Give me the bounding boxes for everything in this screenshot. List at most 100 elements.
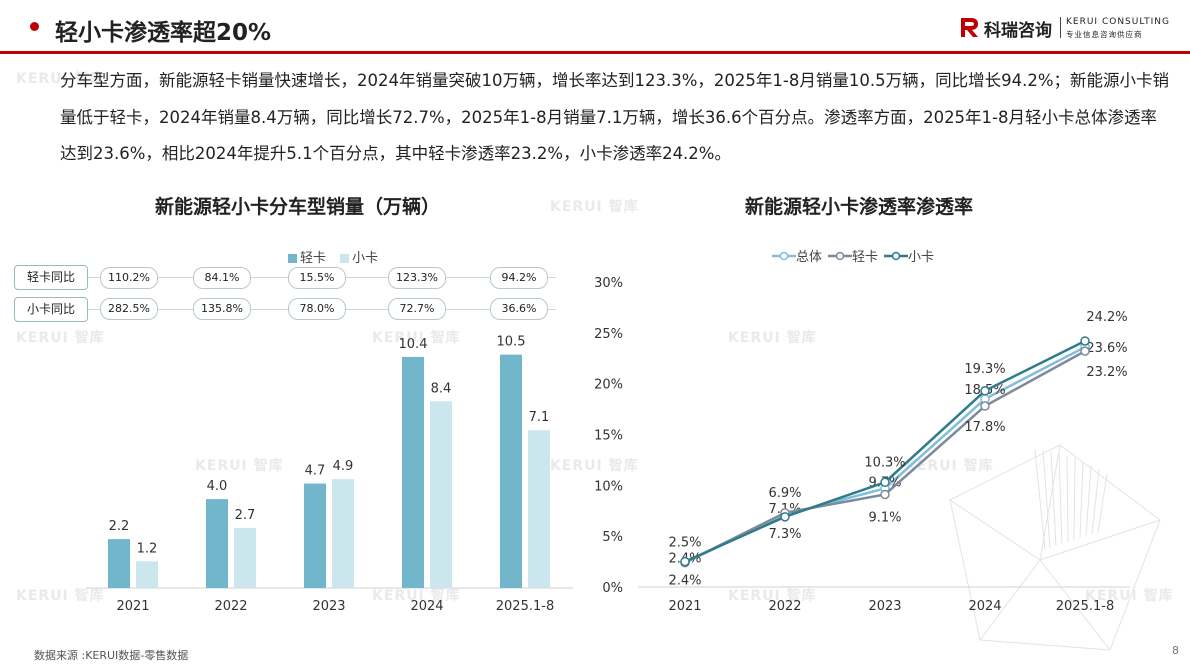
line-value-label: 19.3% [964, 362, 1005, 377]
y-tick-label: 30% [594, 276, 623, 291]
legend-label: 轻卡 [852, 250, 879, 265]
decorative-graphic [949, 444, 1161, 651]
growth-row-label-light: 轻卡同比 [14, 265, 88, 290]
bar-value-label: 2.7 [235, 508, 256, 523]
bar-light-truck [402, 356, 424, 588]
growth-value: 135.8% [193, 298, 251, 320]
x-tick-label: 2025.1-8 [1056, 599, 1114, 614]
line-value-label: 10.3% [864, 455, 905, 470]
bar-mini-truck [234, 528, 256, 588]
watermark: KERUI 智库 [550, 458, 639, 474]
legend-line-marker [772, 251, 796, 260]
legend-label: 总体 [796, 250, 823, 265]
logo-text-cn: 科瑞咨询 [984, 21, 1052, 41]
bar-mini-truck [332, 479, 354, 588]
line-point [680, 556, 690, 567]
bar-value-label: 7.1 [529, 410, 550, 425]
bar-value-label: 2.2 [109, 519, 130, 534]
y-tick-label: 0% [602, 581, 623, 596]
line-point [780, 512, 790, 522]
watermark: KERUI 智库 [16, 330, 105, 346]
x-tick-label: 2024 [410, 599, 443, 614]
bar-light-truck [108, 539, 130, 588]
bar-value-label: 10.5 [497, 335, 526, 350]
legend-line-marker [828, 251, 853, 260]
legend-item: 小卡 [884, 248, 935, 265]
growth-value: 282.5% [100, 298, 158, 320]
growth-value: 78.0% [288, 298, 346, 320]
growth-value: 94.2% [490, 267, 548, 289]
legend-swatch [340, 254, 350, 263]
growth-value: 110.2% [100, 267, 158, 289]
line-point [1080, 336, 1090, 346]
watermark: KERUI 智库 [1085, 588, 1174, 604]
logo-separator [1060, 17, 1061, 38]
x-tick-label: 2025.1-8 [496, 599, 554, 614]
bar-mini-truck [430, 401, 452, 588]
header: 轻小卡渗透率超20% 科瑞咨询 KERUI CONSULTING 专业信息咨询供… [0, 0, 1190, 56]
y-tick-label: 10% [594, 479, 623, 494]
x-tick-label: 2022 [214, 599, 247, 614]
x-tick-label: 2023 [312, 599, 345, 614]
watermark: KERUI 智库 [905, 458, 994, 474]
bar-value-label: 4.7 [305, 464, 326, 479]
bar-light-truck [500, 354, 522, 588]
line-value-label: 2.5% [668, 536, 701, 551]
growth-value: 15.5% [288, 267, 346, 289]
x-tick-label: 2023 [868, 599, 901, 614]
bar-light-truck [206, 499, 228, 588]
legend-dot [835, 251, 845, 260]
line-point [980, 386, 990, 396]
legend-swatch [288, 254, 297, 263]
legend-item: 轻卡 [828, 248, 879, 265]
watermark: KERUI 智库 [195, 458, 284, 474]
line-point [1080, 346, 1090, 356]
line-value-label: 24.2% [1086, 310, 1127, 325]
line-chart-title: 新能源轻小卡渗透率渗透率 [745, 196, 974, 218]
bar-value-label: 4.0 [207, 479, 228, 494]
bar-chart-legend: 轻卡 小卡 [288, 247, 388, 266]
line-chart-legend: 总体 轻卡 小卡 [772, 246, 940, 265]
line-series-mini-truck [684, 339, 1086, 563]
bar-value-label: 1.2 [137, 541, 158, 556]
legend-label: 轻卡 [300, 251, 327, 266]
page-title: 轻小卡渗透率超20% [55, 20, 272, 46]
line-value-label: 9.1% [868, 510, 901, 525]
watermark: KERUI 智库 [728, 588, 817, 604]
watermark: KERUI 智库 [372, 588, 461, 604]
legend-label: 小卡 [908, 250, 935, 265]
y-tick-label: 5% [602, 530, 623, 545]
growth-row-label-mini: 小卡同比 [14, 297, 88, 322]
legend-label: 小卡 [352, 251, 379, 266]
bar-value-label: 10.4 [399, 337, 428, 352]
line-point [980, 401, 990, 411]
line-value-label: 23.2% [1086, 365, 1127, 380]
legend-dot [779, 251, 789, 260]
line-point [880, 477, 890, 488]
x-tick-label: 2022 [768, 599, 801, 614]
line-value-label: 7.3% [768, 527, 801, 542]
growth-value: 72.7% [388, 298, 446, 320]
growth-value: 123.3% [388, 267, 446, 289]
bar-chart: 2.2 1.2 2021 4.0 2.7 2022 4.7 4.9 2023 10.4 8.4 202… [86, 335, 573, 614]
growth-value: 84.1% [193, 267, 251, 289]
logo-text-en: KERUI CONSULTING [1066, 17, 1170, 27]
legend-item-mini-truck: 小卡 [340, 251, 378, 266]
x-tick-label: 2021 [116, 599, 149, 614]
y-tick-label: 15% [594, 429, 623, 444]
x-tick-label: 2021 [668, 599, 701, 614]
bar-value-label: 4.9 [333, 459, 354, 474]
line-value-label: 17.8% [964, 420, 1005, 435]
body-paragraph: 分车型方面，新能源轻卡销量快速增长，2024年销量突破10万辆，增长率达到123… [60, 71, 1169, 163]
line-point [880, 489, 890, 500]
watermark: KERUI 智库 [550, 199, 639, 215]
line-chart: 0% 5% 10% 15% 20% 25% 30% 2021 2022 2023 2024 2025.… [594, 276, 1130, 614]
bar-mini-truck [528, 430, 550, 588]
legend-item: 总体 [772, 248, 823, 265]
growth-value: 36.6% [490, 298, 548, 320]
bar-value-label: 8.4 [431, 381, 452, 396]
line-value-label: 23.6% [1086, 341, 1127, 356]
legend-item-light-truck: 轻卡 [288, 251, 326, 266]
header-divider [0, 51, 1190, 54]
